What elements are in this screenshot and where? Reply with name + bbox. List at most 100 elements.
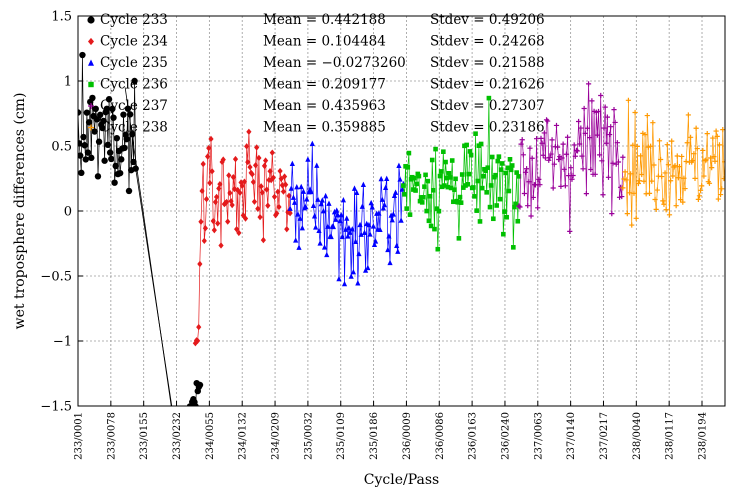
data-point	[639, 171, 645, 178]
data-point	[458, 200, 464, 205]
data-point	[333, 216, 339, 222]
data-point	[113, 134, 121, 142]
plot-area	[78, 51, 725, 406]
data-point	[259, 189, 265, 196]
data-point	[348, 273, 354, 279]
data-point	[281, 173, 288, 180]
data-point	[625, 97, 632, 103]
data-point	[619, 193, 625, 200]
data-point	[217, 180, 223, 188]
data-point	[508, 167, 514, 173]
data-point	[325, 223, 331, 229]
data-point	[288, 185, 294, 191]
data-point	[270, 174, 277, 181]
data-point	[110, 114, 117, 121]
data-point	[642, 132, 648, 138]
data-point	[387, 259, 393, 266]
data-point	[606, 131, 613, 138]
data-point	[249, 171, 255, 178]
grid-lines	[78, 16, 725, 406]
y-tick-label: −0.5	[40, 270, 72, 285]
data-point	[330, 223, 337, 230]
data-point	[354, 189, 360, 196]
data-point	[88, 124, 94, 131]
data-point	[78, 109, 82, 116]
data-point	[341, 280, 348, 287]
data-point	[578, 125, 584, 131]
x-tick-label: 233/0078	[106, 412, 117, 460]
x-axis: 233/0001 233/0078 233/0155 233/0232 234/0055…	[74, 401, 709, 460]
data-point	[516, 174, 522, 179]
data-point	[573, 147, 580, 153]
data-point	[95, 138, 103, 145]
data-point	[123, 135, 131, 143]
data-point	[227, 189, 233, 197]
data-point	[310, 202, 317, 209]
data-point	[545, 118, 551, 124]
x-tick-label: 234/0209	[271, 412, 282, 460]
data-point	[283, 181, 289, 188]
data-point	[112, 162, 119, 170]
data-point	[83, 109, 91, 116]
data-point	[88, 154, 95, 162]
data-point	[261, 162, 268, 170]
data-point	[582, 130, 588, 137]
data-point	[337, 217, 343, 224]
legend-label: Cycle 236	[100, 77, 168, 93]
data-point	[682, 185, 688, 192]
y-axis-label: wet troposphere differences (cm)	[12, 93, 28, 330]
data-point	[519, 137, 525, 143]
data-point	[524, 166, 530, 172]
data-point	[346, 224, 352, 231]
data-point	[711, 153, 717, 160]
data-point	[260, 236, 266, 244]
data-point	[499, 161, 505, 166]
data-point	[571, 142, 577, 148]
data-point	[445, 184, 451, 190]
data-point	[111, 179, 118, 186]
data-point	[484, 190, 489, 195]
x-tick-label: 237/0063	[533, 412, 544, 460]
data-point	[629, 222, 635, 228]
data-point	[561, 166, 567, 172]
data-point	[80, 133, 87, 141]
data-point	[665, 162, 671, 168]
data-point	[483, 168, 488, 174]
legend: Cycle 233 Mean = 0.442188 Stdev = 0.49206 C…	[87, 12, 545, 136]
data-point	[208, 135, 214, 143]
data-point	[437, 173, 443, 179]
data-point	[542, 155, 549, 161]
data-point	[278, 175, 284, 182]
data-point	[247, 163, 253, 171]
data-point	[293, 237, 299, 243]
data-point	[361, 229, 368, 236]
data-point	[258, 183, 264, 190]
data-point	[308, 188, 314, 195]
data-point	[456, 236, 462, 241]
data-point	[444, 175, 449, 181]
data-point	[446, 170, 452, 176]
data-point	[622, 169, 628, 175]
x-tick-label: 234/0055	[205, 412, 216, 460]
data-point	[289, 160, 295, 166]
data-point	[550, 185, 556, 191]
data-point	[367, 231, 373, 237]
y-axis: −1.5 −1 −0.5 0 0.5 1 1.5	[40, 10, 83, 415]
data-point	[355, 280, 361, 286]
data-point	[431, 187, 436, 193]
data-point	[271, 193, 278, 200]
series-line	[289, 143, 404, 284]
data-point	[505, 165, 511, 171]
data-point	[630, 142, 636, 148]
series-cycle-235	[287, 140, 406, 287]
data-point	[334, 207, 340, 213]
mean-label: Mean = 0.209177	[263, 77, 386, 93]
data-point	[85, 119, 93, 126]
data-point	[583, 190, 589, 197]
data-point	[518, 141, 524, 147]
data-point	[650, 120, 656, 126]
data-point	[707, 155, 714, 161]
data-point	[603, 140, 609, 146]
data-point	[468, 152, 474, 158]
data-point	[716, 142, 723, 148]
